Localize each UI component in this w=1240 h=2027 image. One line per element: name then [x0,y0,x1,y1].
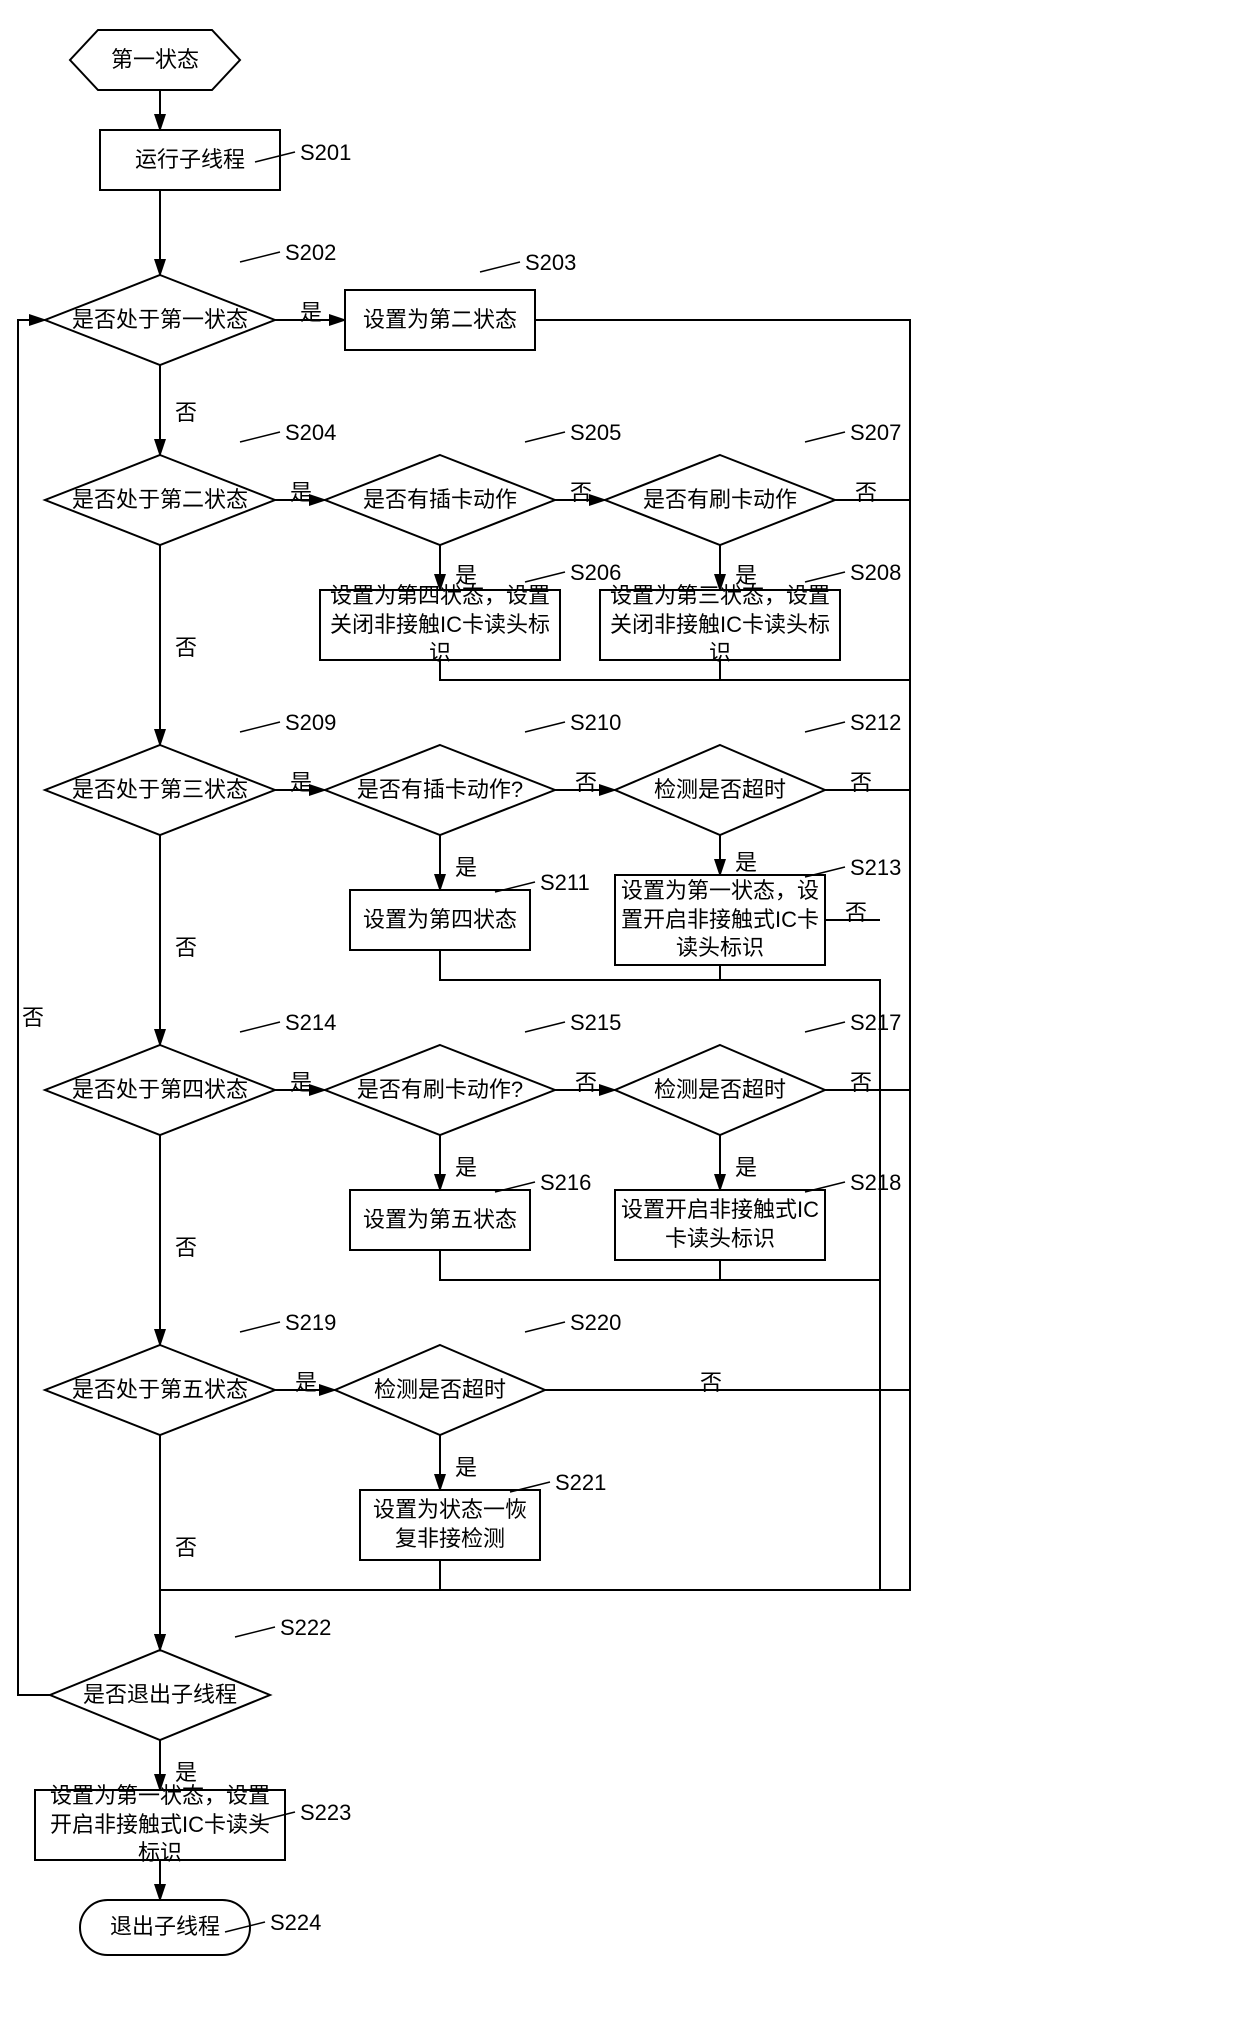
edge-label: 是 [735,1150,757,1182]
node-s220: 检测是否超时 [335,1345,545,1435]
node-s216: 设置为第五状态 [350,1190,530,1250]
step-label: S221 [555,1470,606,1496]
edge-label: 否 [175,630,197,662]
edge-label: 是 [455,1150,477,1182]
edge-label: 是 [295,1365,317,1397]
step-label: S223 [300,1800,351,1826]
node-s208: 设置为第三状态，设置关闭非接触IC卡读头标识 [600,590,840,660]
node-s213: 设置为第一状态，设置开启非接触式IC卡读头标识 [615,875,825,965]
step-label: S207 [850,420,901,446]
edge-label: 否 [850,765,872,797]
node-s221: 设置为状态一恢复非接检测 [360,1490,540,1560]
edge-label: 否 [175,395,197,427]
node-s218: 设置开启非接触式IC卡读头标识 [615,1190,825,1260]
edge-label: 是 [290,475,312,507]
node-s203: 设置为第二状态 [345,290,535,350]
edge-label: 是 [735,845,757,877]
step-label: S217 [850,1010,901,1036]
step-label: S209 [285,710,336,736]
node-s219: 是否处于第五状态 [45,1345,275,1435]
edge-label: 否 [700,1365,722,1397]
edge-label: 否 [855,475,877,507]
node-s212: 检测是否超时 [615,745,825,835]
edge-label: 否 [850,1065,872,1097]
step-label: S224 [270,1910,321,1936]
node-s223: 设置为第一状态，设置开启非接触式IC卡读头标识 [35,1790,285,1860]
step-label: S206 [570,560,621,586]
step-label: S213 [850,855,901,881]
edge-label: 否 [570,475,592,507]
step-label: S205 [570,420,621,446]
edge-label: 是 [455,1450,477,1482]
step-label: S219 [285,1310,336,1336]
edge-label: 是 [455,850,477,882]
edge-label: 否 [845,895,867,927]
node-s202: 是否处于第一状态 [45,275,275,365]
step-label: S211 [540,870,590,896]
step-label: S204 [285,420,336,446]
node-s217: 检测是否超时 [615,1045,825,1135]
node-s201: 运行子线程 [100,130,280,190]
step-label: S215 [570,1010,621,1036]
step-label: S203 [525,250,576,276]
node-s222: 是否退出子线程 [50,1650,270,1740]
edge-label: 是 [300,295,322,327]
edge-label: 否 [575,765,597,797]
node-s224: 退出子线程 [80,1900,250,1955]
edge-label: 否 [22,1000,44,1032]
flowchart-canvas: 是否是否否是是否是否否是是否否是否否是是否是否是否否是第一状态运行子线程是否处于… [0,0,1240,2027]
step-label: S220 [570,1310,621,1336]
node-s206: 设置为第四状态，设置关闭非接触IC卡读头标识 [320,590,560,660]
step-label: S210 [570,710,621,736]
step-label: S216 [540,1170,591,1196]
edge-label: 否 [175,1530,197,1562]
edge-label: 是 [290,765,312,797]
node-s210: 是否有插卡动作? [325,745,555,835]
edge-label: 否 [175,1230,197,1262]
edge-label: 否 [575,1065,597,1097]
node-s204: 是否处于第二状态 [45,455,275,545]
node-s205: 是否有插卡动作 [325,455,555,545]
step-label: S218 [850,1170,901,1196]
node-start: 第一状态 [70,30,240,90]
node-s215: 是否有刷卡动作? [325,1045,555,1135]
node-s207: 是否有刷卡动作 [605,455,835,545]
node-s214: 是否处于第四状态 [45,1045,275,1135]
edge-label: 是 [290,1065,312,1097]
edge-label: 否 [175,930,197,962]
step-label: S214 [285,1010,336,1036]
step-label: S208 [850,560,901,586]
step-label: S202 [285,240,336,266]
node-s211: 设置为第四状态 [350,890,530,950]
step-label: S201 [300,140,351,166]
node-s209: 是否处于第三状态 [45,745,275,835]
step-label: S222 [280,1615,331,1641]
step-label: S212 [850,710,901,736]
